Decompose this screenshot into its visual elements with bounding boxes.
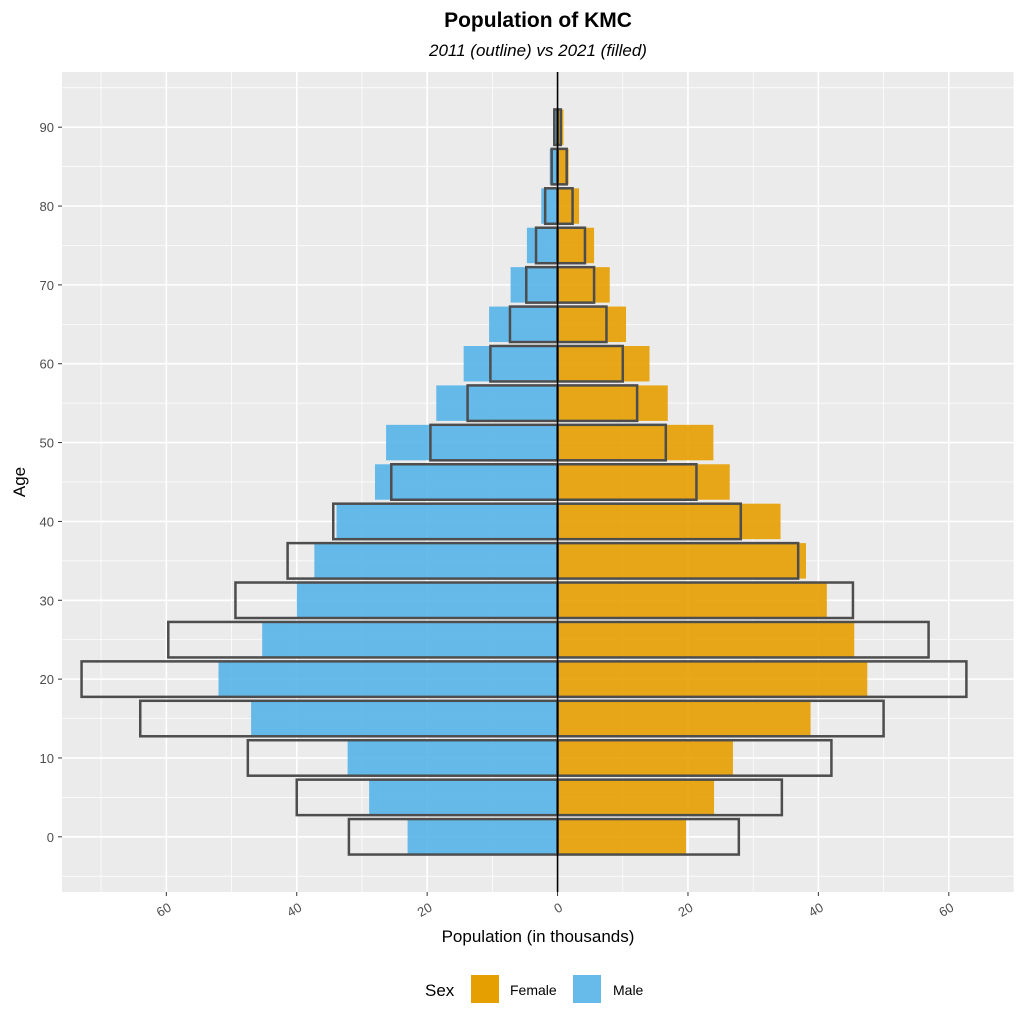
x-axis-label: Population (in thousands) bbox=[442, 927, 635, 946]
legend-title: Sex bbox=[425, 981, 455, 1000]
y-tick-label: 40 bbox=[40, 514, 54, 529]
x-tick-label: 20 bbox=[675, 900, 695, 920]
female-2021-bar bbox=[557, 227, 595, 264]
male-2021-bar bbox=[436, 385, 558, 421]
x-tick-label: 0 bbox=[551, 900, 565, 917]
female-2021-bar bbox=[557, 543, 806, 579]
male-2021-bar bbox=[218, 661, 558, 697]
y-tick-label: 50 bbox=[40, 436, 54, 451]
y-tick-label: 10 bbox=[40, 751, 54, 766]
x-tick-label: 40 bbox=[284, 900, 304, 920]
male-2021-bar bbox=[262, 621, 558, 658]
male-2021-bar bbox=[510, 267, 558, 303]
female-2021-bar bbox=[557, 464, 730, 500]
male-2021-bar bbox=[374, 464, 558, 500]
y-axis-label: Age bbox=[10, 467, 29, 497]
male-2021-bar bbox=[336, 503, 558, 540]
x-tick-label: 60 bbox=[154, 900, 174, 920]
female-2021-bar bbox=[557, 819, 687, 855]
male-2021-bar bbox=[407, 819, 558, 855]
female-2021-bar bbox=[557, 621, 855, 658]
female-2021-bar bbox=[557, 188, 580, 224]
male-2021-bar bbox=[296, 582, 558, 619]
x-tick-label: 20 bbox=[415, 900, 435, 920]
male-2021-bar bbox=[553, 109, 558, 145]
y-tick-label: 80 bbox=[40, 199, 54, 214]
chart-title: Population of KMC bbox=[444, 9, 632, 32]
female-2021-bar bbox=[557, 148, 569, 185]
female-2021-bar bbox=[557, 345, 650, 382]
female-2021-bar bbox=[557, 306, 627, 343]
female-2021-bar bbox=[557, 503, 781, 540]
male-2021-bar bbox=[463, 345, 558, 382]
male-2021-bar bbox=[541, 188, 558, 224]
female-2021-bar bbox=[557, 582, 827, 619]
y-tick-label: 70 bbox=[40, 278, 54, 293]
male-2021-bar bbox=[314, 543, 558, 579]
legend-key-male bbox=[573, 975, 601, 1003]
y-tick-label: 20 bbox=[40, 672, 54, 687]
x-tick-label: 40 bbox=[806, 900, 826, 920]
male-2021-bar bbox=[386, 424, 558, 461]
male-2021-bar bbox=[347, 740, 558, 776]
female-2021-bar bbox=[557, 424, 714, 461]
legend-label-female: Female bbox=[510, 982, 557, 998]
legend-key-female bbox=[471, 975, 499, 1003]
male-2021-bar bbox=[369, 779, 558, 816]
chart-subtitle: 2011 (outline) vs 2021 (filled) bbox=[428, 41, 647, 60]
y-tick-label: 0 bbox=[47, 830, 54, 845]
male-2021-bar bbox=[489, 306, 558, 343]
male-2021-bar bbox=[526, 227, 558, 264]
male-2021-bar bbox=[549, 148, 558, 185]
legend: Sex Female Male bbox=[425, 975, 644, 1003]
female-2021-bar bbox=[557, 385, 668, 421]
y-tick-label: 30 bbox=[40, 593, 54, 608]
female-2021-bar bbox=[557, 779, 715, 816]
female-2021-bar bbox=[557, 740, 733, 776]
female-2021-bar bbox=[557, 661, 868, 697]
male-2021-bar bbox=[251, 700, 558, 737]
y-tick-label: 60 bbox=[40, 357, 54, 372]
female-2021-bar bbox=[557, 700, 811, 737]
x-tick-label: 60 bbox=[936, 900, 956, 920]
legend-label-male: Male bbox=[613, 982, 644, 998]
female-2021-bar bbox=[557, 267, 610, 303]
y-tick-label: 90 bbox=[40, 120, 54, 135]
